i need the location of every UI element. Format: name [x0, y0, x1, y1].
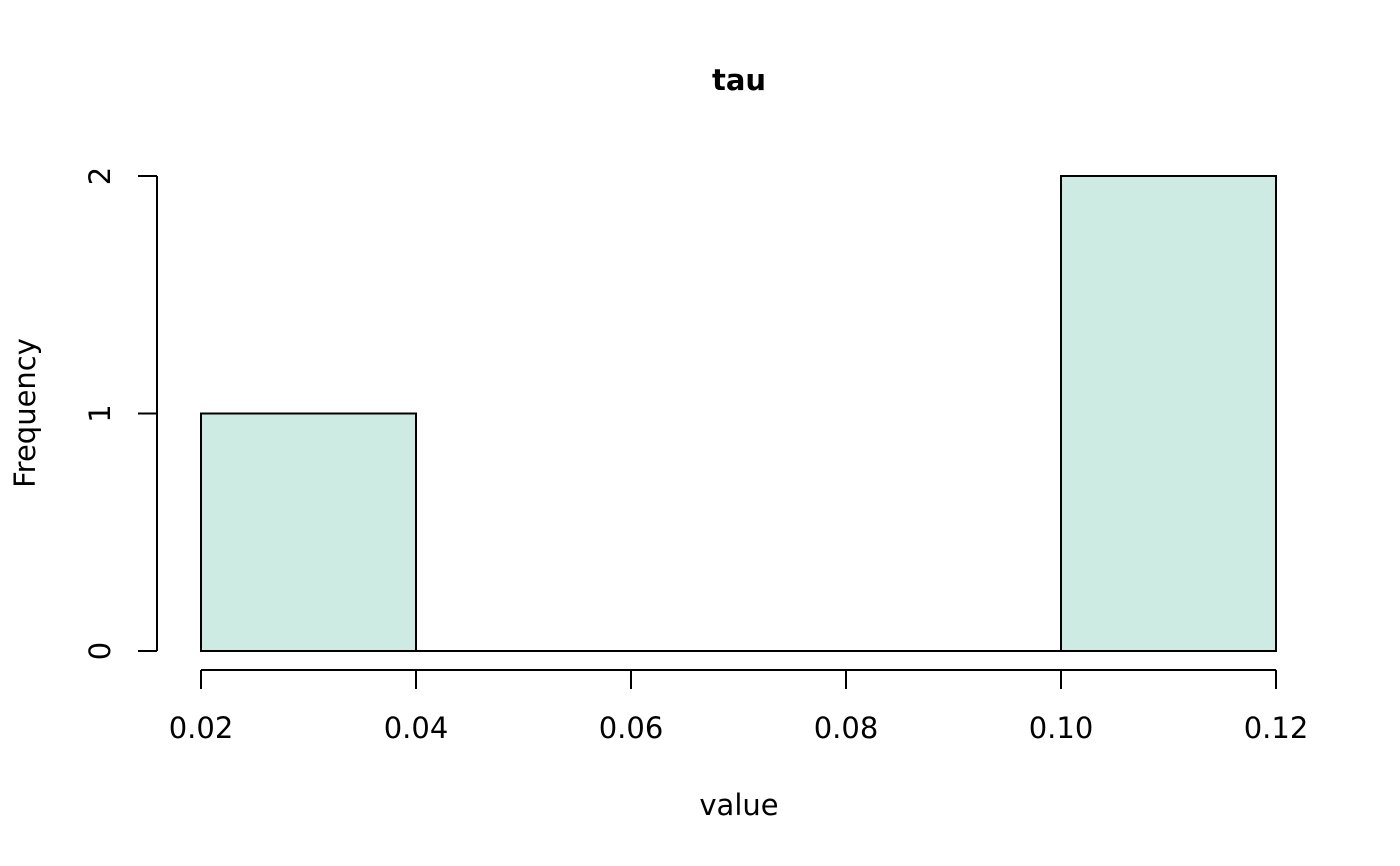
x-tick-label-3: 0.08 — [814, 711, 879, 745]
x-tick-label-1: 0.04 — [384, 711, 449, 745]
y-tick-label-0: 0 — [83, 642, 117, 660]
histogram-bar-4 — [1060, 175, 1277, 652]
y-tick-label-1: 1 — [83, 404, 117, 422]
x-axis: 0.02 0.04 0.06 0.08 0.10 0.12 — [169, 669, 1309, 745]
x-tick-label-4: 0.10 — [1029, 711, 1094, 745]
chart-title: tau — [712, 63, 766, 97]
bars-group — [200, 175, 1277, 652]
y-tick-label-2: 2 — [83, 167, 117, 185]
x-tick-label-5: 0.12 — [1244, 711, 1309, 745]
x-tick-label-2: 0.06 — [599, 711, 664, 745]
y-axis-label: Frequency — [8, 338, 42, 488]
x-axis-label: value — [699, 788, 778, 822]
histogram-bar-0 — [200, 412, 417, 652]
y-axis: 0 1 2 — [83, 167, 158, 660]
x-tick-label-0: 0.02 — [169, 711, 234, 745]
